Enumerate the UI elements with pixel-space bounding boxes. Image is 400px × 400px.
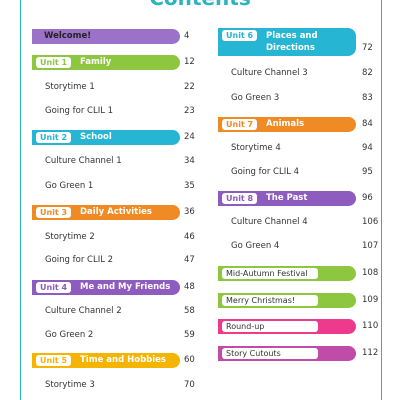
page-number: 109 (362, 295, 379, 305)
entry-label: Going for CLIL 2 (45, 255, 114, 265)
page-number: 108 (362, 268, 379, 278)
page-number: 59 (184, 330, 195, 340)
page-number: 96 (362, 193, 373, 203)
section-bar: Unit 7 Animals (218, 116, 356, 132)
section-label: Story Cutouts (222, 347, 318, 359)
page-number: 106 (362, 217, 379, 227)
entry-label: Going for CLIL 1 (45, 106, 114, 116)
entry-label: Storytime 2 (45, 232, 95, 242)
unit-title: Animals (266, 118, 305, 129)
page-number: 34 (184, 156, 195, 166)
page-number: 23 (184, 106, 195, 116)
unit-title: Daily Activities (80, 206, 152, 217)
entry-label: Go Green 1 (45, 181, 94, 191)
page-number: 94 (362, 143, 373, 153)
section-bar: Unit 5 Time and Hobbies (32, 352, 180, 368)
unit-badge: Unit 7 (222, 118, 258, 130)
page-number: 107 (362, 241, 379, 251)
page-number: 46 (184, 232, 195, 242)
page-number: 35 (184, 181, 195, 191)
section-bar: Unit 1 Family (32, 54, 180, 70)
section-label: Merry Christmas! (222, 294, 318, 306)
unit-badge: Unit 1 (36, 56, 72, 68)
unit-title: Time and Hobbies (80, 354, 166, 365)
section-bar: Welcome! (32, 28, 180, 44)
unit-badge: Unit 2 (36, 131, 72, 143)
entry-label: Go Green 3 (231, 93, 280, 103)
page-number: 48 (184, 282, 195, 292)
section-label: Welcome! (44, 30, 92, 41)
entry-label: Culture Channel 3 (231, 68, 308, 78)
page-number: 70 (184, 380, 195, 390)
section-bar: Unit 8 The Past (218, 190, 356, 206)
unit-badge: Unit 8 (222, 192, 258, 204)
section-label: Round-up (222, 320, 318, 332)
page-number: 22 (184, 82, 195, 92)
entry-label: Go Green 2 (45, 330, 94, 340)
page-number: 72 (362, 43, 373, 53)
entry-label: Culture Channel 2 (45, 306, 122, 316)
section-bar: Mid-Autumn Festival (218, 265, 356, 281)
frame (20, 0, 382, 400)
entry-label: Culture Channel 4 (231, 217, 308, 227)
page-number: 58 (184, 306, 195, 316)
page-number: 110 (362, 321, 379, 331)
entry-label: Storytime 1 (45, 82, 95, 92)
page-number: 4 (184, 31, 190, 41)
section-label: Mid-Autumn Festival (222, 267, 318, 279)
title: Contents (0, 0, 400, 10)
unit-title: School (80, 131, 112, 142)
page-number: 95 (362, 167, 373, 177)
entry-label: Storytime 3 (45, 380, 95, 390)
entry-label: Storytime 4 (231, 143, 281, 153)
unit-badge: Unit 4 (36, 281, 72, 293)
page-number: 83 (362, 93, 373, 103)
entry-label: Culture Channel 1 (45, 156, 122, 166)
page-number: 60 (184, 355, 195, 365)
section-bar: Unit 4 Me and My Friends (32, 279, 180, 295)
page-number: 36 (184, 207, 195, 217)
page-number: 12 (184, 57, 195, 67)
section-bar: Story Cutouts (218, 345, 356, 361)
unit-badge: Unit 3 (36, 206, 72, 218)
page-number: 47 (184, 255, 195, 265)
entry-label: Going for CLIL 4 (231, 167, 300, 177)
unit-badge: Unit 5 (36, 354, 72, 366)
entry-label: Go Green 4 (231, 241, 280, 251)
section-bar: Unit 2 School (32, 129, 180, 145)
page-number: 84 (362, 119, 373, 129)
unit-badge: Unit 6 (222, 30, 258, 41)
section-bar: Unit 3 Daily Activities (32, 204, 180, 220)
unit-title: Places and Directions (266, 31, 318, 53)
page-number: 24 (184, 132, 195, 142)
unit-title: Me and My Friends (80, 281, 171, 292)
section-bar: Merry Christmas! (218, 292, 356, 308)
section-bar: Unit 6 Places and Directions (218, 28, 356, 56)
page-number: 112 (362, 348, 379, 358)
unit-title: Family (80, 56, 112, 67)
unit-title: The Past (266, 192, 308, 203)
page-number: 82 (362, 68, 373, 78)
section-bar: Round-up (218, 318, 356, 334)
